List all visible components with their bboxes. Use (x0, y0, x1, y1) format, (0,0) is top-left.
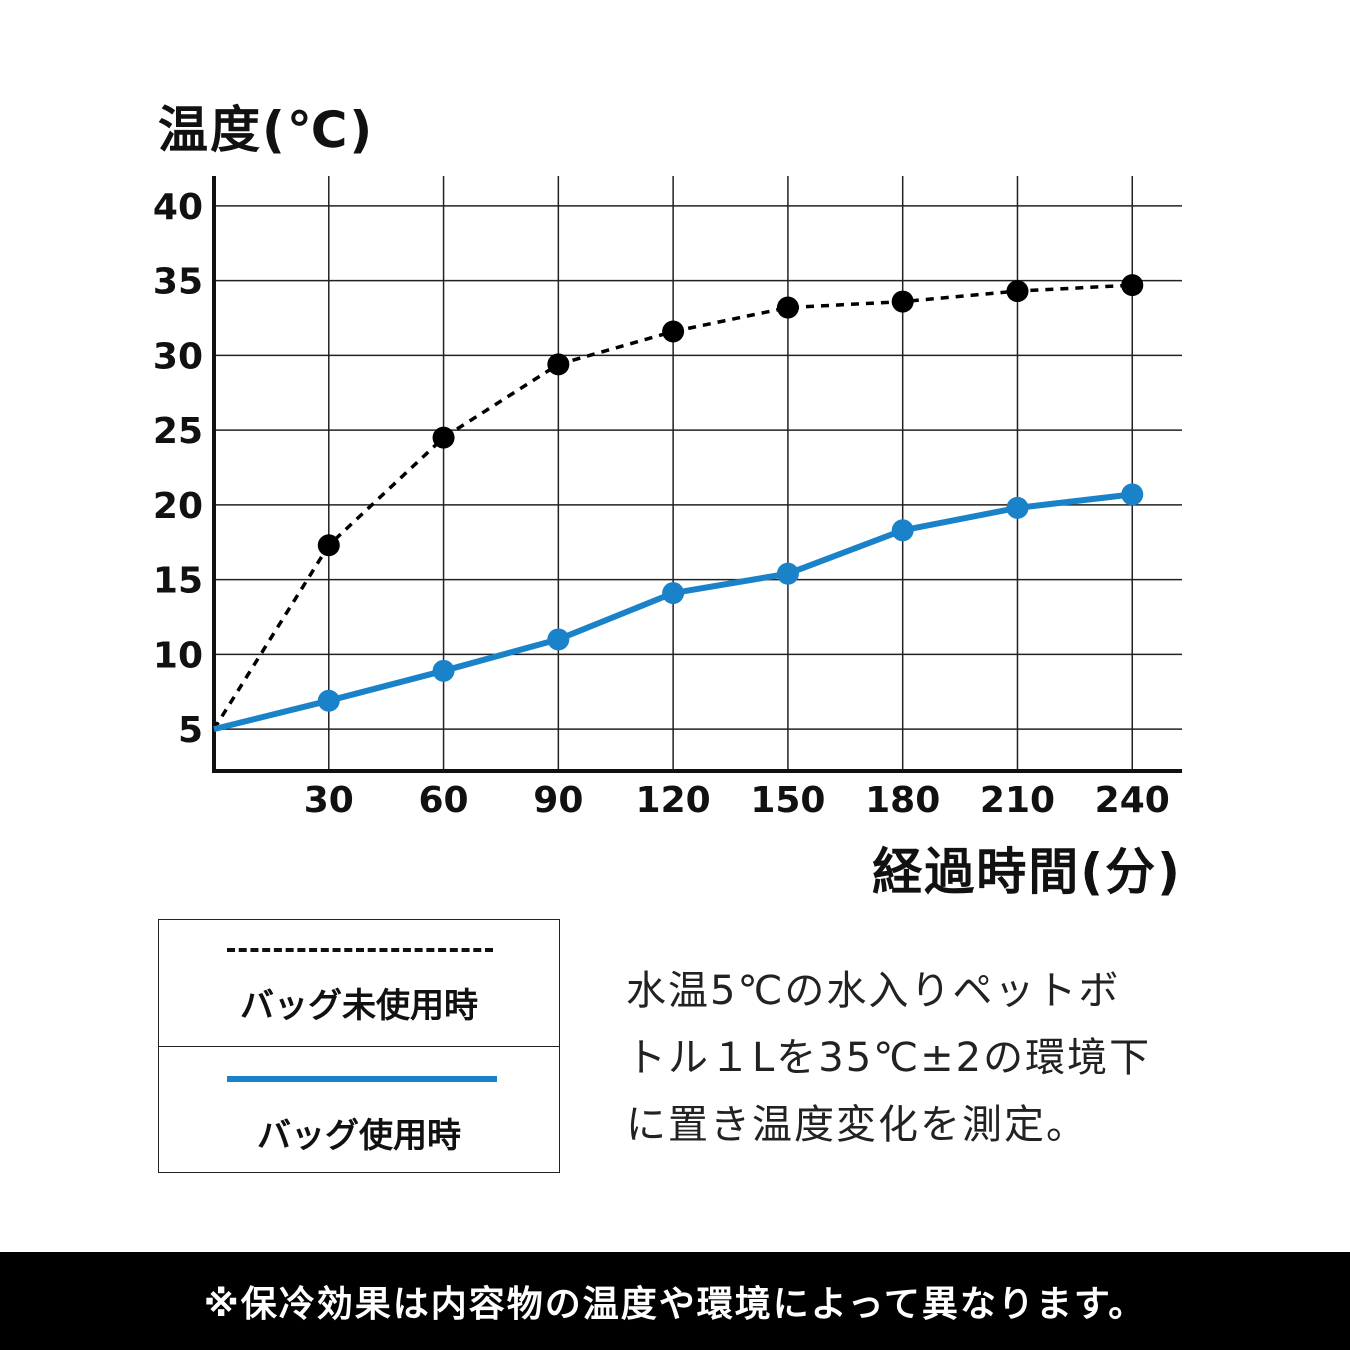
legend-swatch-solid (227, 1076, 497, 1082)
y-tick-label: 20 (153, 486, 203, 527)
x-tick-label: 150 (750, 780, 825, 821)
data-point-used (432, 659, 455, 682)
data-point-unused (317, 534, 340, 557)
y-axis-title: 温度(℃) (158, 101, 375, 159)
y-tick-label: 25 (153, 411, 203, 452)
note-line-1: 水温5℃の水入りペットボ (626, 968, 1121, 1014)
x-tick-label: 60 (419, 780, 469, 821)
note-line-2: トル１Lを35℃±2の環境下 (626, 1035, 1152, 1081)
data-point-used (317, 689, 340, 712)
x-tick-label: 30 (304, 780, 354, 821)
data-point-unused (662, 320, 685, 343)
legend-label-used: バッグ使用時 (257, 1116, 461, 1156)
data-point-used (547, 628, 570, 651)
data-point-unused (1006, 280, 1029, 303)
x-axis-title: 経過時間(分) (872, 843, 1182, 901)
x-tick-label: 210 (980, 780, 1055, 821)
data-point-used (891, 519, 914, 542)
y-tick-label: 30 (153, 336, 203, 377)
note-line-3: に置き温度変化を測定。 (626, 1102, 1088, 1148)
chart-axes (212, 176, 1182, 773)
footer-disclaimer: ※保冷効果は内容物の温度や環境によって異なります。 (0, 1252, 1350, 1350)
data-point-unused (547, 353, 570, 376)
x-tick-label: 240 (1095, 780, 1170, 821)
measurement-note: 水温5℃の水入りペットボ トル１Lを35℃±2の環境下 に置き温度変化を測定。 (626, 958, 1226, 1159)
y-tick-label: 15 (153, 561, 203, 602)
y-tick-label: 10 (153, 635, 203, 676)
data-point-unused (891, 290, 914, 313)
x-tick-labels: 30 60 90 120 150 180 210 240 (304, 780, 1170, 821)
chart-series (212, 274, 1144, 733)
legend-swatch-dashed (227, 948, 493, 952)
temperature-line-chart: 5 10 15 20 25 30 35 40 30 60 90 120 150 180 210 240 (153, 176, 1182, 821)
legend-label-unused: バッグ未使用時 (240, 986, 478, 1026)
x-tick-label: 90 (533, 780, 583, 821)
data-point-used (1006, 496, 1029, 519)
data-point-unused (776, 296, 799, 319)
data-point-unused (1121, 274, 1144, 297)
y-tick-label: 35 (153, 262, 203, 303)
y-tick-label: 40 (153, 187, 203, 228)
data-point-used (662, 582, 685, 605)
data-point-used (1121, 483, 1144, 506)
y-tick-label: 5 (178, 710, 203, 751)
legend-row-unused (159, 920, 559, 1047)
x-tick-label: 180 (865, 780, 940, 821)
chart-grid (214, 176, 1182, 771)
x-tick-label: 120 (636, 780, 711, 821)
y-tick-labels: 5 10 15 20 25 30 35 40 (153, 187, 203, 751)
data-point-used (776, 562, 799, 585)
chart-legend: バッグ未使用時 バッグ使用時 (158, 919, 560, 1173)
data-point-unused (432, 426, 455, 449)
